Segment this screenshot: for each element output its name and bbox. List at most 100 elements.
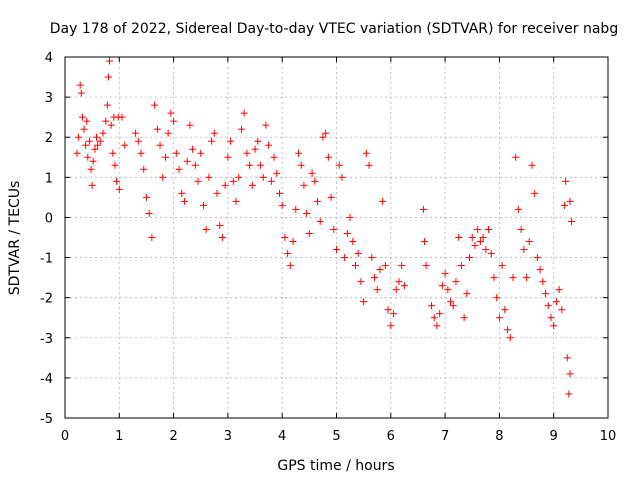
data-point (542, 290, 550, 298)
data-point (544, 302, 552, 310)
data-point (333, 246, 340, 254)
data-point (357, 278, 365, 286)
data-point (343, 229, 351, 237)
data-point (362, 149, 370, 157)
data-point (284, 250, 292, 258)
data-point (194, 177, 202, 185)
data-point (121, 141, 129, 149)
data-point (555, 286, 563, 294)
data-point (395, 278, 403, 286)
data-point (78, 113, 86, 121)
data-point (479, 234, 487, 241)
y-tick-label: -5 (40, 412, 53, 427)
data-point (566, 370, 574, 378)
data-point (512, 153, 520, 161)
data-point (398, 262, 406, 270)
data-point (468, 234, 476, 241)
data-point (568, 217, 576, 225)
data-point (248, 181, 256, 189)
data-point (536, 266, 544, 274)
data-point (354, 250, 362, 258)
data-point (107, 121, 115, 129)
data-point (137, 149, 145, 157)
data-point (256, 161, 264, 169)
data-point (235, 173, 243, 181)
data-point (525, 238, 533, 246)
data-point (566, 197, 574, 205)
data-point (148, 234, 156, 241)
x-tick-label: 9 (550, 429, 558, 444)
data-point (565, 390, 573, 398)
data-point (75, 133, 83, 141)
data-point (428, 302, 436, 310)
data-point (99, 129, 107, 137)
x-tick-label: 6 (387, 429, 395, 444)
data-point (262, 121, 270, 129)
data-point (441, 270, 449, 278)
data-point (246, 161, 254, 169)
data-point (430, 314, 438, 322)
data-point (539, 278, 547, 286)
data-point (216, 221, 224, 229)
data-point (83, 117, 91, 125)
data-point (145, 209, 153, 217)
data-point (319, 133, 327, 141)
data-point (305, 229, 313, 237)
data-point (294, 149, 302, 157)
data-point (433, 322, 441, 330)
data-point (300, 181, 308, 189)
data-point (390, 310, 398, 318)
data-point (452, 278, 460, 286)
data-point (444, 286, 452, 294)
data-point (501, 306, 509, 314)
x-tick-label: 8 (495, 429, 503, 444)
data-point (400, 282, 408, 290)
data-points (73, 57, 576, 398)
data-point (504, 326, 512, 334)
data-point (159, 173, 167, 181)
data-point (132, 129, 140, 137)
data-point (210, 129, 218, 137)
data-point (457, 262, 465, 270)
data-point (286, 262, 294, 270)
data-point (85, 137, 93, 145)
data-point (254, 137, 262, 145)
data-point (371, 274, 379, 282)
data-point (213, 189, 221, 197)
data-point (191, 161, 199, 169)
data-point (379, 197, 387, 205)
data-point (455, 234, 463, 241)
data-point (103, 101, 111, 109)
data-point (482, 246, 490, 254)
data-point (186, 121, 194, 129)
data-point (259, 173, 267, 181)
data-point (178, 189, 186, 197)
data-point (205, 173, 213, 181)
chart-title: Day 178 of 2022, Sidereal Day-to-day VTE… (50, 21, 618, 37)
data-point (514, 205, 522, 213)
data-point (175, 165, 183, 173)
data-point (208, 137, 216, 145)
y-tick-label: 2 (45, 131, 53, 146)
data-point (180, 197, 188, 205)
data-point (474, 225, 482, 233)
y-tick-label: 0 (45, 211, 53, 226)
data-point (89, 157, 97, 165)
data-point (558, 306, 566, 314)
data-point (485, 225, 493, 233)
data-point (471, 242, 479, 250)
data-point (289, 238, 297, 246)
data-point (232, 197, 240, 205)
data-point (167, 109, 175, 117)
data-point (463, 290, 471, 298)
data-point (189, 145, 197, 153)
data-point (172, 149, 180, 157)
data-point (493, 294, 501, 302)
data-point (376, 266, 384, 274)
data-point (134, 137, 142, 145)
data-point (523, 274, 531, 282)
data-point (111, 161, 119, 169)
y-tick-label: 4 (45, 51, 53, 66)
data-point (330, 225, 338, 233)
data-point (563, 354, 571, 362)
